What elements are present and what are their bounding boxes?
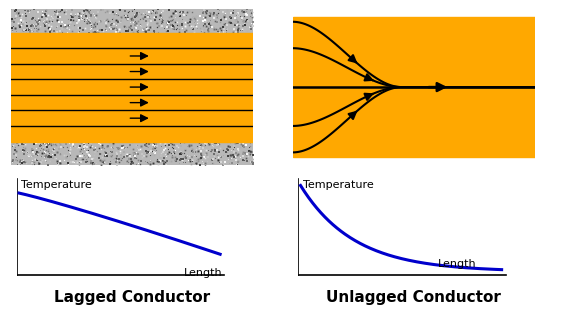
Bar: [11, 33, 253, 142]
Bar: [11, 9, 253, 33]
Text: Length: Length: [184, 267, 222, 278]
Text: Lagged Conductor: Lagged Conductor: [54, 290, 211, 305]
Text: Length: Length: [437, 259, 476, 269]
Text: Unlagged Conductor: Unlagged Conductor: [327, 290, 501, 305]
Text: Temperature: Temperature: [21, 180, 92, 190]
Bar: [11, 142, 253, 165]
Text: Temperature: Temperature: [303, 180, 373, 190]
